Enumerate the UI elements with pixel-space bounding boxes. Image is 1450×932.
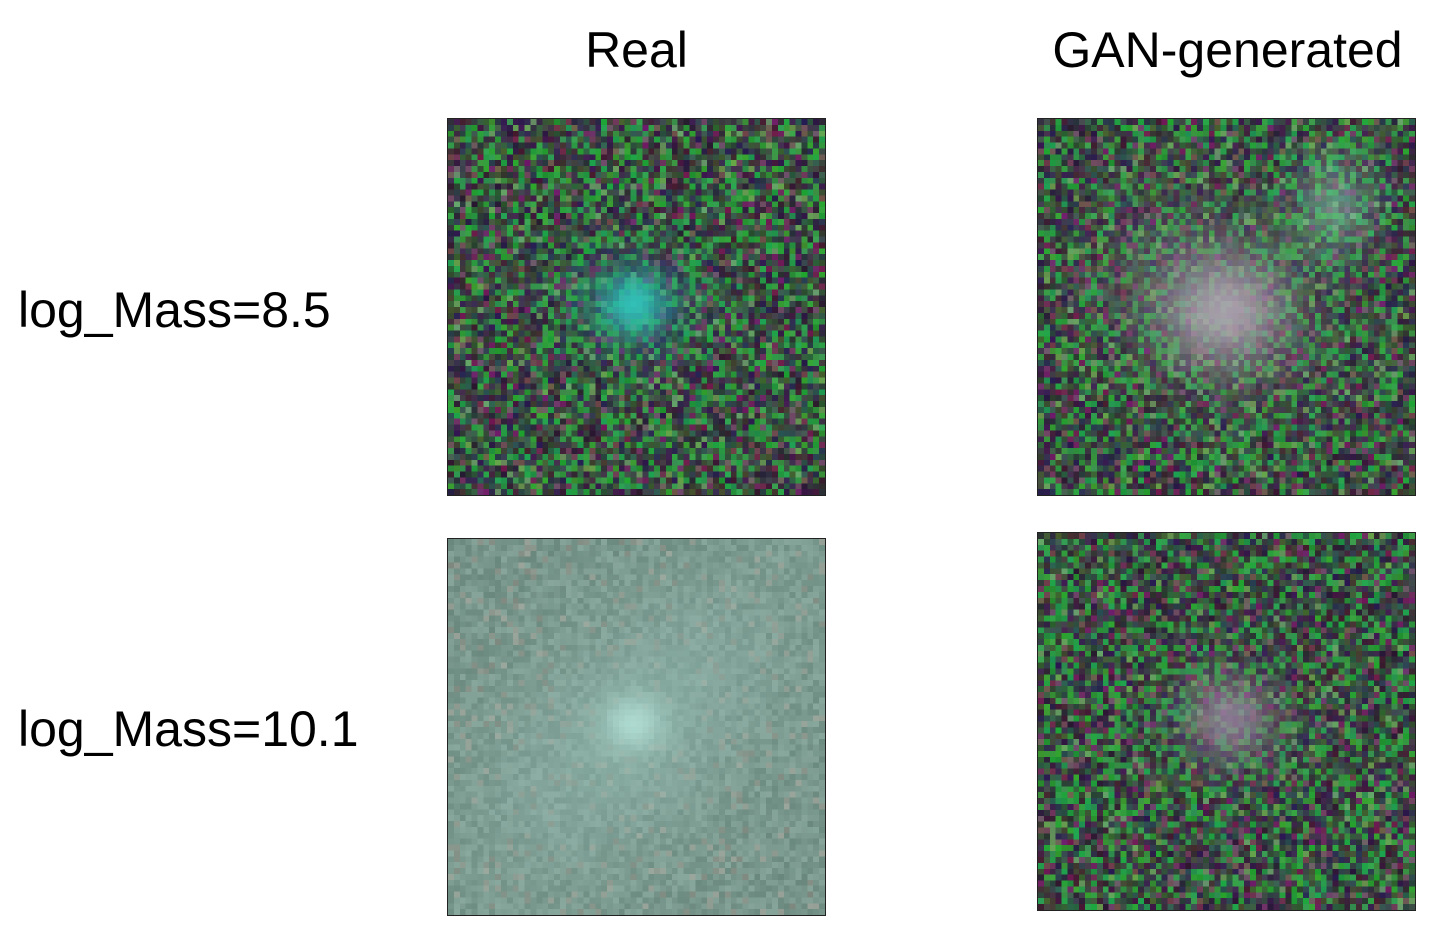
row-label-log-mass-10-1: log_Mass=10.1: [18, 701, 359, 757]
row-label-log-mass-8-5: log_Mass=8.5: [18, 282, 331, 338]
galaxy-image-gan-high-mass: [1037, 532, 1416, 911]
galaxy-image-icon: [448, 119, 825, 495]
column-header-gan-generated: GAN-generated: [1052, 22, 1403, 78]
column-header-real: Real: [585, 22, 688, 78]
galaxy-image-icon: [1038, 119, 1415, 495]
galaxy-image-real-low-mass: [447, 118, 826, 496]
galaxy-image-icon: [448, 539, 825, 915]
galaxy-image-real-high-mass: [447, 538, 826, 916]
galaxy-image-icon: [1038, 533, 1415, 910]
galaxy-image-gan-low-mass: [1037, 118, 1416, 496]
